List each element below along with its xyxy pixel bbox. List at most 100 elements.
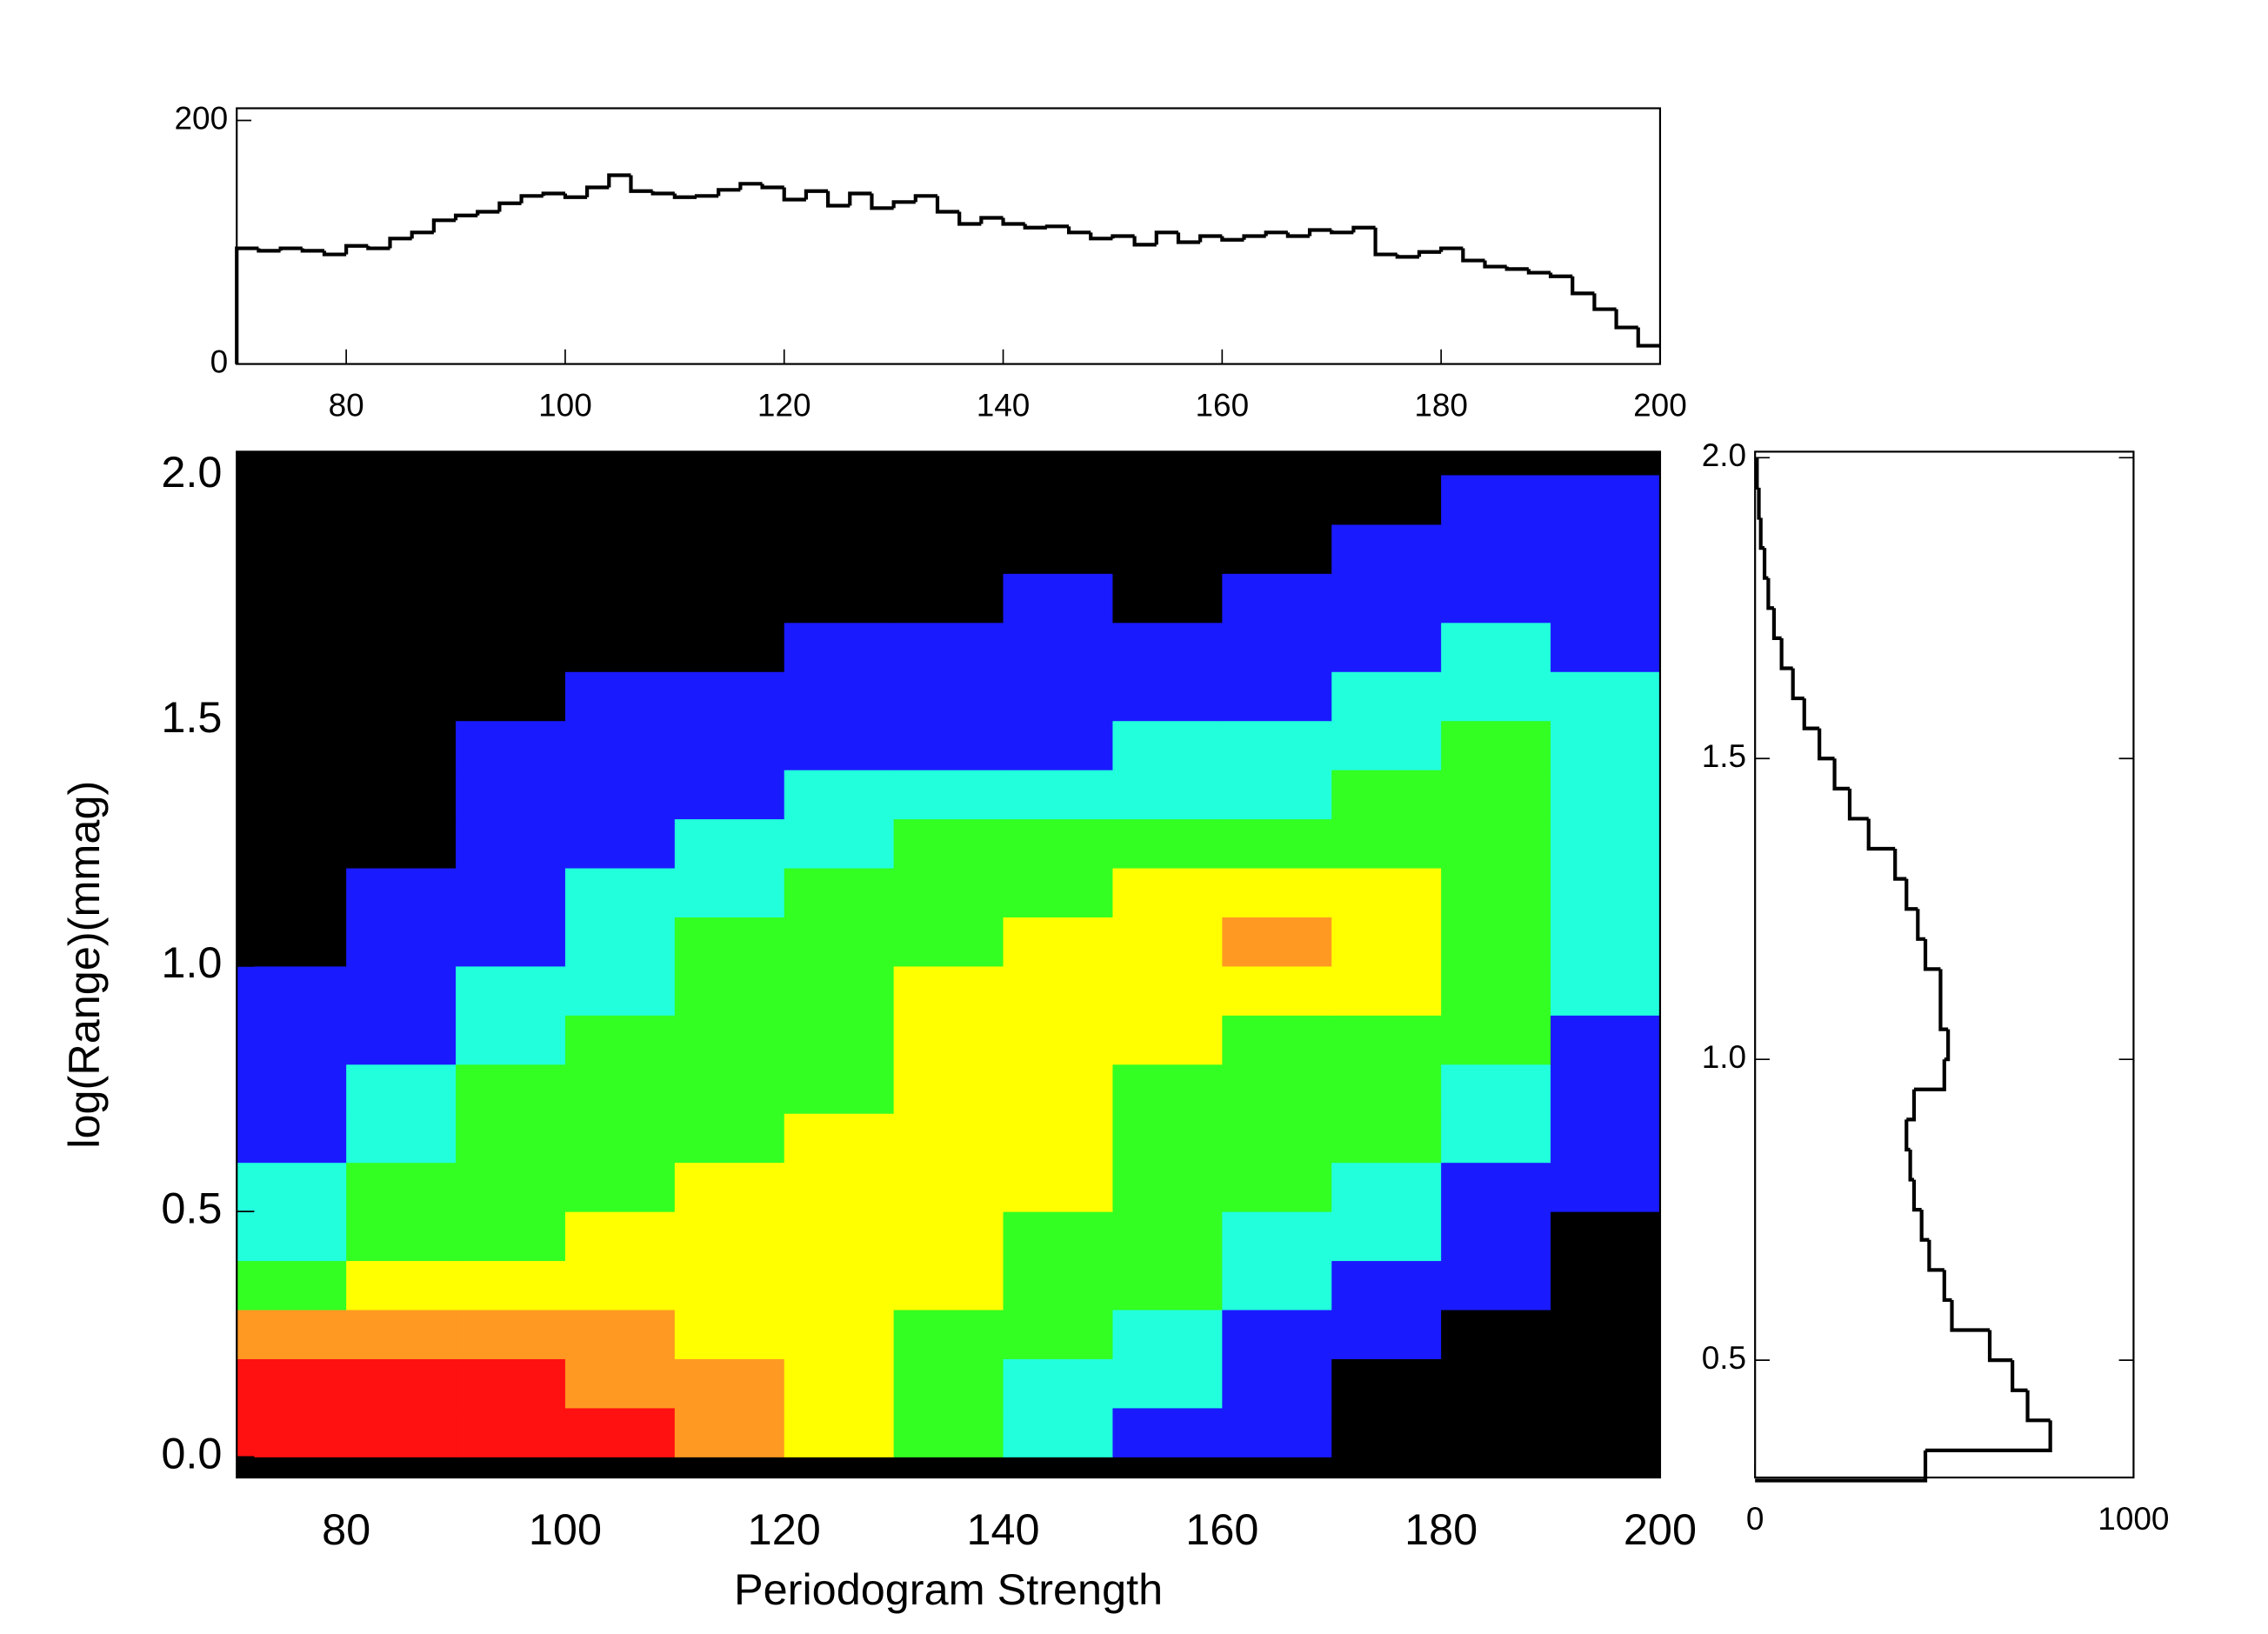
y-tick-label: 0 [210, 343, 229, 379]
histogram-step [717, 188, 741, 197]
heat-cell [346, 1358, 457, 1409]
y-tick-label: 2.0 [1702, 437, 1746, 473]
plot-frame [1754, 450, 2135, 1479]
histogram-step [1950, 1299, 1991, 1332]
heat-cell [784, 1407, 895, 1457]
heat-cell [1112, 1260, 1223, 1311]
histogram-step [1893, 849, 1907, 881]
heat-cell [784, 1162, 895, 1212]
histogram-step [1417, 250, 1442, 257]
histogram-step [694, 194, 719, 198]
heat-cell [1441, 573, 1551, 624]
histogram-step [672, 193, 697, 199]
histogram-step [957, 211, 982, 226]
histogram-step [1636, 327, 1660, 348]
heat-cell [1222, 475, 1332, 525]
heat-cell [893, 1162, 1004, 1212]
heat-cell [1331, 1260, 1442, 1311]
histogram-step [1066, 226, 1091, 235]
heat-cell [346, 917, 457, 967]
histogram-step [1904, 878, 1918, 911]
heat-cell [1003, 1358, 1113, 1409]
plot-frame [236, 450, 1662, 1479]
heat-cell [1222, 1407, 1332, 1457]
heat-cell [1222, 622, 1332, 672]
heat-cell [674, 1064, 785, 1114]
heat-cell [893, 965, 1004, 1016]
heat-cell [346, 868, 457, 917]
heat-cell [346, 1015, 457, 1065]
heat-cell [1222, 770, 1332, 820]
heat-cell [1551, 1113, 1661, 1164]
heat-cell [1222, 1015, 1332, 1065]
histogram-step [804, 189, 829, 200]
histogram-step [563, 193, 588, 199]
histogram-step [1176, 232, 1201, 244]
heat-cell [1222, 524, 1332, 574]
y-tick-label: 1.0 [161, 937, 222, 987]
heat-cell [1112, 1015, 1223, 1065]
histogram-step [257, 248, 281, 253]
heat-cell [1003, 1064, 1113, 1114]
histogram-step [979, 216, 1004, 224]
heat-cell [237, 1310, 347, 1359]
heat-cell [1441, 1211, 1551, 1262]
heat-cell [1112, 622, 1223, 672]
heat-cell [893, 1310, 1004, 1359]
heat-cell [564, 818, 676, 869]
histogram-step [1111, 234, 1135, 239]
heat-cell [1331, 965, 1442, 1016]
heat-cell [1222, 1358, 1332, 1409]
histogram-step [1913, 1059, 1946, 1091]
heat-cell [564, 1358, 676, 1409]
histogram-step [1755, 457, 1759, 490]
histogram-step [1802, 698, 1820, 730]
y-tick-label: 0.5 [161, 1183, 222, 1232]
heat-cell [1441, 868, 1551, 917]
heat-cell [1551, 917, 1661, 967]
heat-cell [456, 1211, 566, 1262]
x-tick-label: 200 [1624, 1504, 1697, 1554]
histogram-step [1395, 254, 1419, 259]
histogram-step [1927, 1239, 1944, 1272]
histogram-step [1198, 234, 1223, 243]
heat-cell [564, 475, 676, 525]
heat-cell [674, 622, 785, 672]
histogram-step [1089, 232, 1113, 241]
heat-cell [674, 573, 785, 624]
heat-cell [456, 1064, 566, 1114]
heat-cell [784, 1358, 895, 1409]
heat-cell [237, 573, 347, 624]
heat-cell [1331, 818, 1442, 869]
heat-cell [893, 720, 1004, 770]
heat-cell [784, 720, 895, 770]
histogram-step [1504, 266, 1529, 271]
histogram-step [738, 182, 763, 190]
x-tick-label: 100 [538, 388, 592, 424]
histogram-step [2025, 1390, 2051, 1423]
heat-cell [1222, 573, 1332, 624]
heat-cell [456, 1407, 566, 1457]
heat-cell [564, 1015, 676, 1065]
heat-cell [1222, 1064, 1332, 1114]
heat-cell [784, 1211, 895, 1262]
x-tick-label: 180 [1414, 388, 1468, 424]
heat-cell [1003, 1113, 1113, 1164]
heat-cell [1003, 965, 1113, 1016]
histogram-step [322, 250, 347, 257]
heat-cell [1112, 917, 1223, 967]
heat-cell [893, 818, 1004, 869]
heat-cell [1551, 1407, 1661, 1457]
histogram-step [1762, 548, 1769, 580]
heat-cell [1112, 720, 1223, 770]
heat-cell [784, 573, 895, 624]
heat-cell [1441, 524, 1551, 574]
heat-cell [1551, 720, 1661, 770]
heat-cell [237, 1211, 347, 1262]
heat-cell [346, 1113, 457, 1164]
heat-cell [564, 1064, 676, 1114]
histogram-step [1132, 236, 1157, 247]
heat-cell [456, 1162, 566, 1212]
heat-cell [674, 917, 785, 967]
heat-cell [346, 475, 457, 525]
